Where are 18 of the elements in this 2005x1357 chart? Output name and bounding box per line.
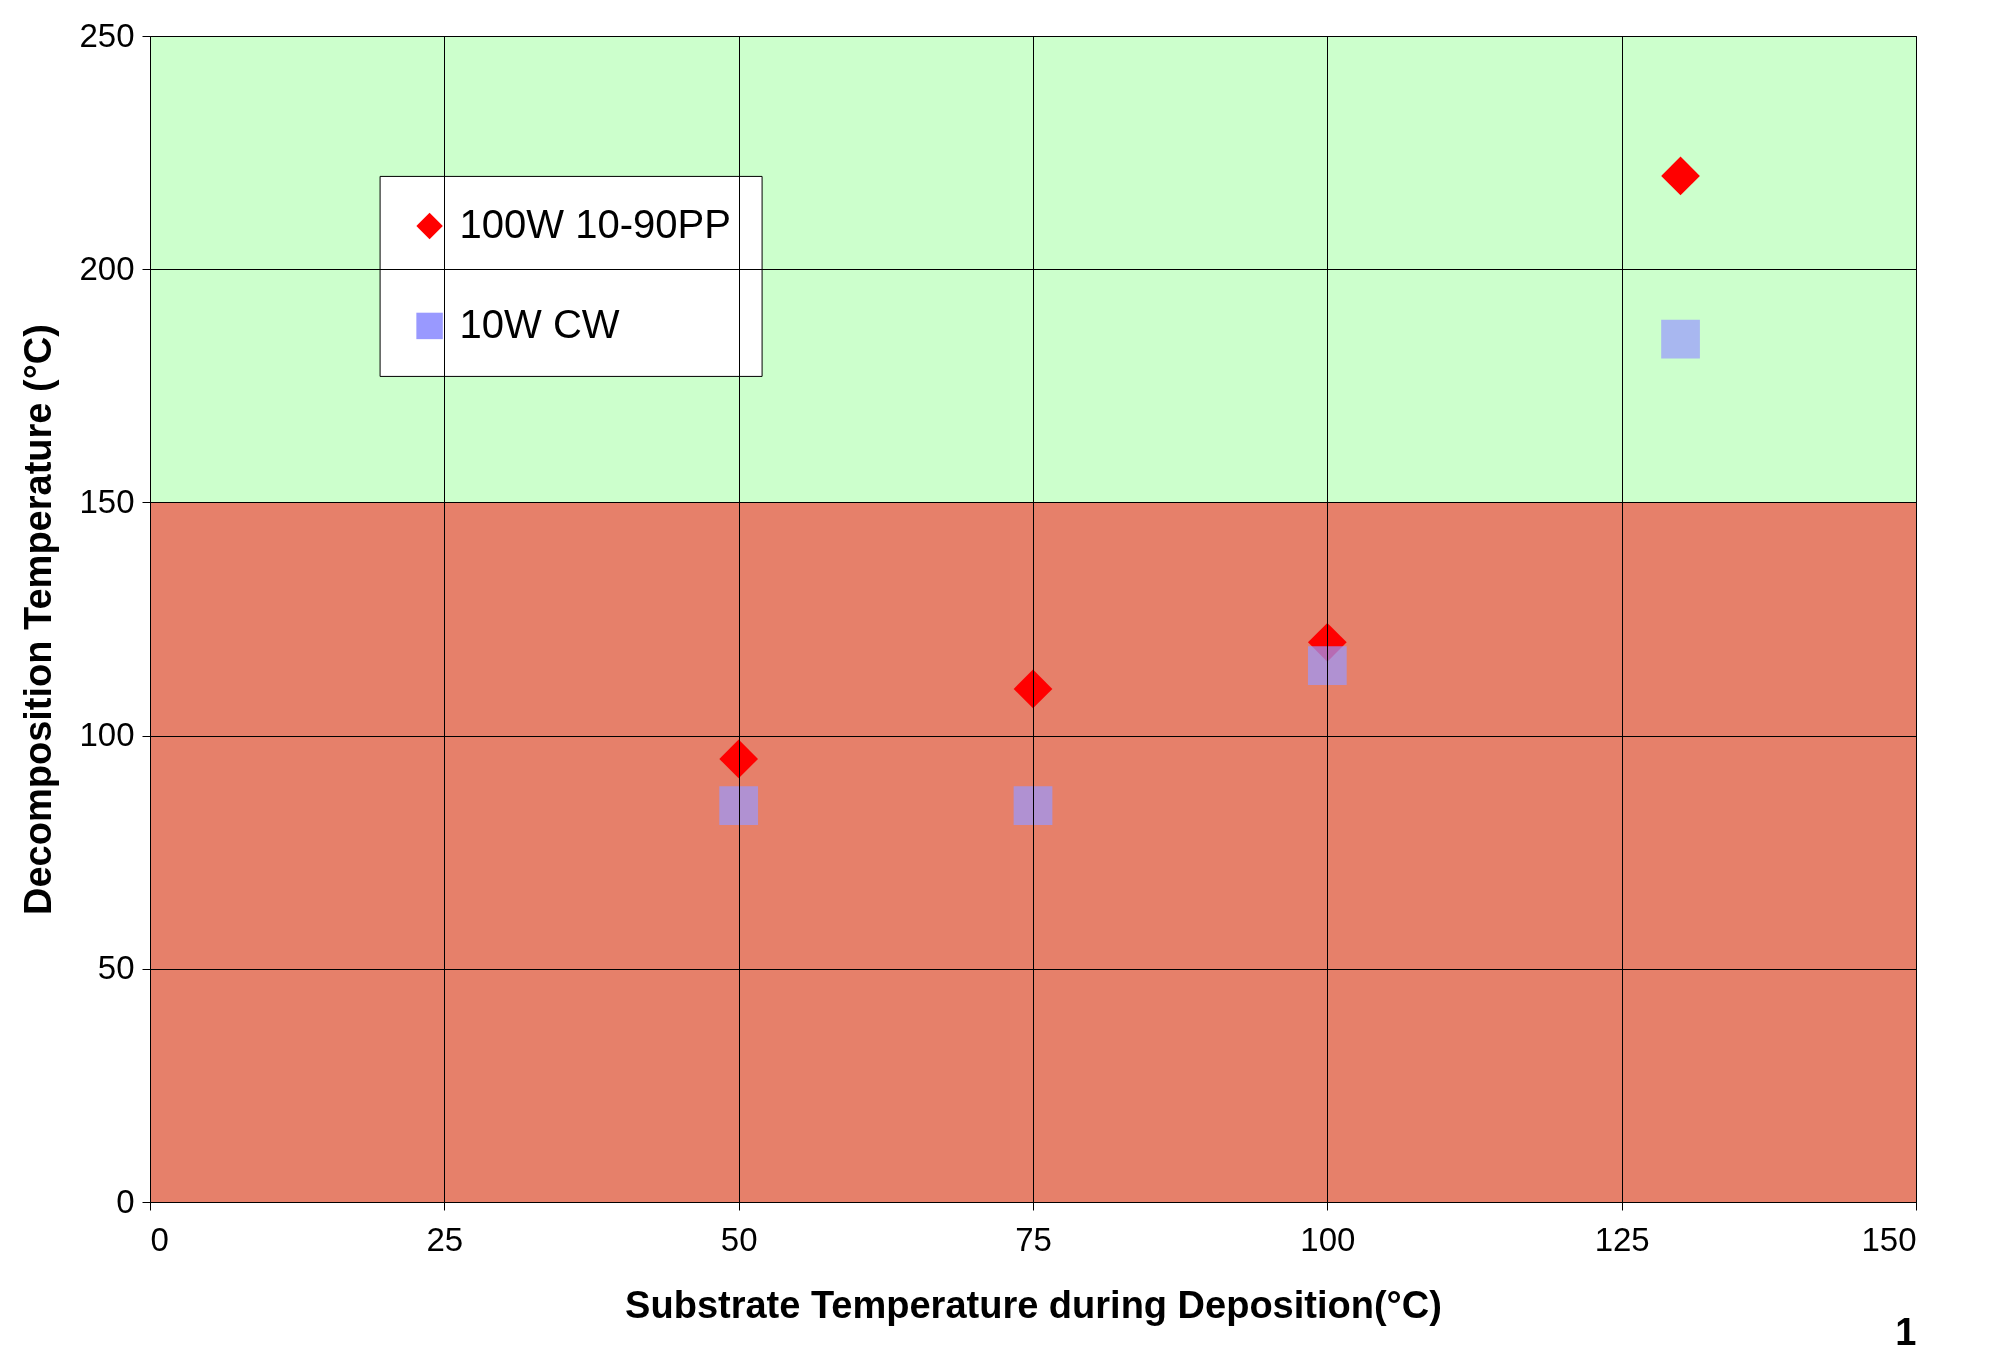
x-tick-label: 75 (1015, 1220, 1052, 1258)
x-tick-label: 100 (1300, 1220, 1356, 1258)
text: 1 (1895, 1311, 1917, 1353)
x-tick-label: 0 (150, 1220, 169, 1258)
y-tick-label: 100 (79, 716, 135, 754)
y-tick-label: 50 (97, 949, 135, 987)
y-tick-label: 150 (79, 482, 135, 520)
x-tick-label: 150 (1861, 1220, 1917, 1258)
y-axis-title: Decomposition Temperature (°C) (17, 324, 60, 915)
x-tick-label: 25 (426, 1220, 464, 1258)
y-tick-label: 250 (79, 16, 135, 54)
x-tick-label: 50 (720, 1220, 758, 1258)
x-tick-label: 125 (1594, 1220, 1650, 1258)
y-tick-label: 0 (116, 1182, 135, 1220)
x-axis-title: Substrate Temperature during Deposition(°C) (625, 1283, 1442, 1326)
legend-label: 100W 10-90PP (459, 201, 731, 246)
y-tick-label: 200 (79, 249, 135, 287)
legend-label: 10W CW (459, 301, 620, 346)
